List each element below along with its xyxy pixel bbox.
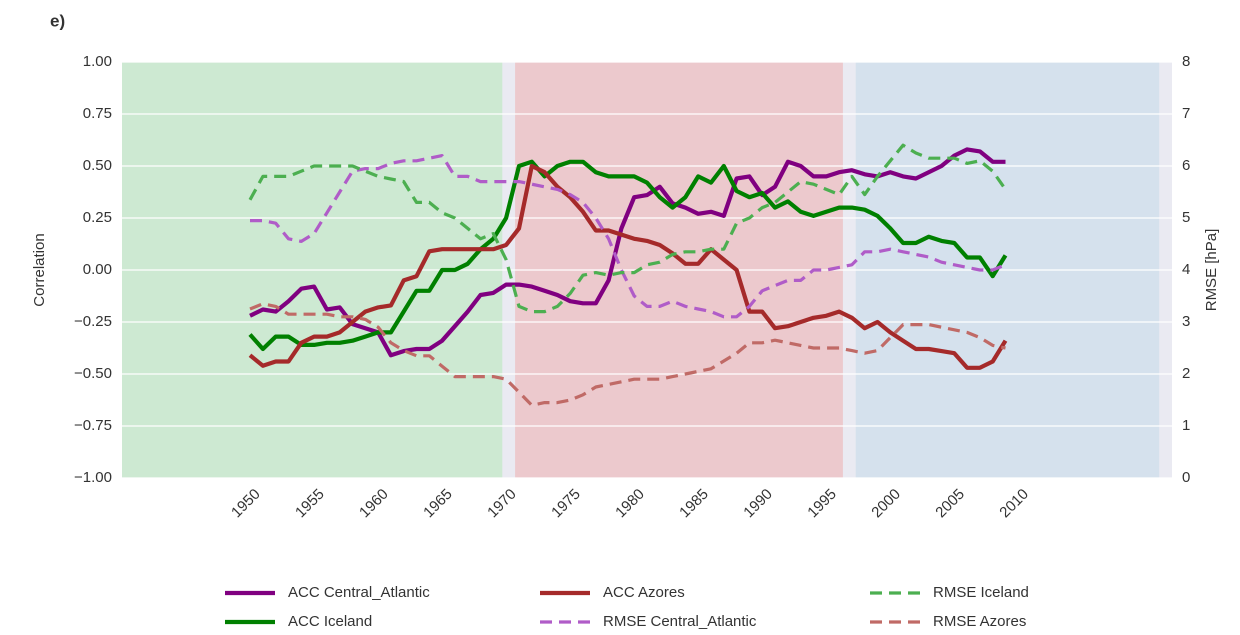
y-tick-label: 0.50 bbox=[83, 157, 112, 174]
y-tick-label: 1.00 bbox=[83, 53, 112, 70]
x-tick-label: 1990 bbox=[740, 486, 776, 522]
y2-tick-label: 4 bbox=[1182, 261, 1190, 278]
x-tick-label: 1960 bbox=[356, 486, 392, 522]
y2-tick-label: 5 bbox=[1182, 209, 1190, 226]
legend-label: RMSE Azores bbox=[933, 613, 1026, 630]
x-tick-label: 1985 bbox=[676, 486, 712, 522]
y-tick-label: −0.75 bbox=[74, 417, 112, 434]
series-line bbox=[248, 163, 1008, 370]
series-line bbox=[250, 154, 1007, 319]
series-line bbox=[248, 143, 1007, 314]
legend-label: ACC Iceland bbox=[288, 613, 372, 630]
panel-label: e) bbox=[50, 11, 65, 30]
x-tick-label: 2010 bbox=[996, 486, 1032, 522]
y2-tick-label: 1 bbox=[1182, 417, 1190, 434]
legend-label: RMSE Iceland bbox=[933, 584, 1029, 601]
y-axis-label: Correlation bbox=[31, 233, 48, 306]
y2-tick-label: 3 bbox=[1182, 313, 1190, 330]
y-tick-label: −1.00 bbox=[74, 469, 112, 486]
x-tick-label: 1995 bbox=[804, 486, 840, 522]
legend-label: ACC Azores bbox=[603, 584, 685, 601]
legend-label: ACC Central_Atlantic bbox=[288, 584, 430, 601]
x-tick-label: 1955 bbox=[292, 486, 328, 522]
y-tick-label: 0.00 bbox=[83, 261, 112, 278]
legend-label: RMSE Central_Atlantic bbox=[603, 613, 757, 630]
y2-tick-label: 7 bbox=[1182, 105, 1190, 122]
series-line bbox=[248, 159, 1008, 352]
y-tick-label: 0.25 bbox=[83, 209, 112, 226]
y2-tick-label: 8 bbox=[1182, 53, 1190, 70]
y-tick-label: −0.50 bbox=[74, 365, 112, 382]
x-tick-label: 1980 bbox=[612, 486, 648, 522]
x-tick-label: 1975 bbox=[548, 486, 584, 522]
y-tick-label: 0.75 bbox=[83, 105, 112, 122]
y2-axis-label: RMSE [hPa] bbox=[1203, 229, 1220, 312]
y2-tick-label: 0 bbox=[1182, 469, 1190, 486]
x-tick-label: 1965 bbox=[420, 486, 456, 522]
x-tick-label: 1970 bbox=[484, 486, 520, 522]
y2-tick-label: 2 bbox=[1182, 365, 1190, 382]
y-tick-label: −0.25 bbox=[74, 313, 112, 330]
x-tick-label: 1950 bbox=[228, 486, 264, 522]
x-tick-label: 2005 bbox=[932, 486, 968, 522]
x-tick-label: 2000 bbox=[868, 486, 904, 522]
y2-tick-label: 6 bbox=[1182, 157, 1190, 174]
